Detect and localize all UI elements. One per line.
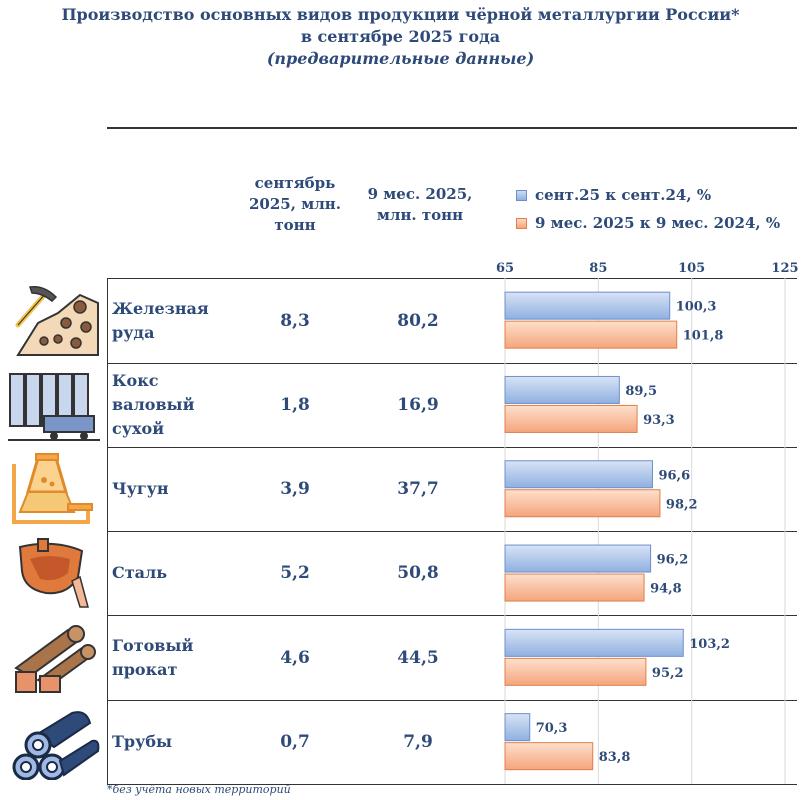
value-nine-months: 80,2 — [397, 310, 439, 331]
pipes-icon — [12, 711, 100, 780]
row-label-line: прокат — [112, 659, 178, 679]
bar-nine-months — [504, 573, 645, 602]
column-header-nine-months-line: 9 мес. 2025, — [367, 185, 473, 203]
row-label-line: руда — [112, 322, 155, 342]
bar-september — [504, 544, 652, 573]
blast-furnace-icon — [12, 453, 93, 524]
coke-battery-icon — [8, 373, 100, 441]
title-line-1: Производство основных видов продукции чё… — [61, 5, 740, 24]
bar-nine-months — [504, 489, 661, 518]
bar-data-label: 70,3 — [536, 721, 568, 736]
table-rule — [107, 531, 797, 532]
value-nine-months: 50,8 — [397, 563, 439, 583]
bar-data-label: 100,3 — [676, 300, 717, 315]
legend-swatch-blue — [516, 189, 527, 201]
bar-nine-months — [504, 320, 678, 349]
value-nine-months: 44,5 — [397, 647, 439, 668]
column-header-september: сентябрь 2025, млн. тонн — [235, 173, 355, 236]
steel-ladle-icon — [18, 538, 89, 608]
bar-data-label: 98,2 — [666, 497, 698, 512]
x-tick-label: 85 — [589, 261, 607, 276]
value-september: 3,9 — [280, 479, 310, 499]
row-label-line: Сталь — [112, 563, 168, 582]
row-label-line: Готовый — [112, 635, 194, 655]
legend-entry-nine-months: 9 мес. 2025 к 9 мес. 2024, % — [516, 209, 780, 237]
column-header-september-line: тонн — [274, 216, 316, 234]
bar-nine-months — [504, 657, 647, 686]
x-tick-label: 105 — [678, 261, 705, 276]
pickaxe-ore-icon — [15, 285, 99, 356]
bar-data-label: 94,8 — [650, 582, 682, 597]
bar-data-label: 89,5 — [625, 384, 657, 399]
table-rule — [107, 784, 797, 785]
x-tick-label: 125 — [771, 261, 798, 276]
footnote: *без учёта новых территорий — [107, 783, 291, 796]
bar-september — [504, 460, 653, 489]
value-nine-months: 7,9 — [403, 732, 433, 752]
x-tick-label: 65 — [496, 261, 514, 276]
row-label-line: валовый — [112, 395, 195, 414]
bar-data-label: 83,8 — [599, 750, 631, 765]
table-rule — [107, 447, 797, 448]
row-label-line: Трубы — [112, 732, 173, 751]
legend-label-september: сент.25 к сент.24, % — [535, 186, 712, 204]
row-label-line: Чугун — [112, 479, 169, 498]
value-nine-months: 16,9 — [397, 395, 439, 415]
row-label-pipes: Трубы — [112, 700, 232, 784]
row-label-pig-iron: Чугун — [112, 447, 232, 531]
value-september: 0,7 — [280, 732, 310, 752]
bar-nine-months — [504, 404, 638, 433]
row-label-line: сухой — [112, 419, 165, 438]
title-line-2: в сентябре 2025 года — [300, 27, 501, 46]
column-header-september-line: 2025, млн. — [249, 195, 341, 213]
column-header-nine-months-line: млн. тонн — [376, 206, 464, 224]
column-header-nine-months: 9 мес. 2025, млн. тонн — [355, 184, 485, 226]
row-label-steel: Сталь — [112, 531, 232, 615]
bar-nine-months — [504, 742, 594, 771]
bar-data-label: 93,3 — [643, 413, 675, 428]
row-label-coke: Кокс валовый сухой — [112, 363, 232, 447]
bar-september — [504, 375, 620, 404]
bar-data-label: 96,2 — [657, 553, 689, 568]
bar-data-label: 96,6 — [658, 468, 690, 483]
title-line-3: (предварительные данные) — [266, 49, 535, 68]
value-september: 4,6 — [280, 647, 310, 668]
bar-september — [504, 291, 671, 320]
table-rule — [107, 615, 797, 616]
bar-data-label: 95,2 — [652, 666, 684, 681]
bar-september — [504, 713, 531, 742]
table-rule — [107, 278, 797, 279]
bar-september — [504, 628, 684, 657]
row-label-line: Железная — [112, 298, 209, 318]
row-label-line: Кокс — [112, 371, 159, 390]
legend-swatch-orange — [516, 217, 527, 229]
legend-entry-september: сент.25 к сент.24, % — [516, 181, 780, 209]
chart-legend: сент.25 к сент.24, % 9 мес. 2025 к 9 мес… — [516, 181, 780, 237]
table-rule — [107, 700, 797, 701]
value-september: 8,3 — [280, 310, 310, 331]
chart-title: Производство основных видов продукции чё… — [0, 4, 801, 70]
bar-data-label: 101,8 — [683, 329, 724, 344]
value-september: 5,2 — [280, 563, 310, 583]
value-nine-months: 37,7 — [397, 479, 439, 499]
rolled-steel-icon — [14, 625, 96, 693]
column-header-september-line: сентябрь — [254, 174, 336, 192]
legend-label-nine-months: 9 мес. 2025 к 9 мес. 2024, % — [535, 214, 781, 232]
row-label-rolled: Готовый прокат — [112, 615, 232, 700]
bar-data-label: 103,2 — [689, 637, 730, 652]
table-rule — [107, 363, 797, 364]
table-left-border — [107, 278, 108, 785]
value-september: 1,8 — [280, 395, 310, 415]
header-rule — [107, 127, 797, 129]
row-label-iron-ore: Железная руда — [112, 278, 232, 363]
